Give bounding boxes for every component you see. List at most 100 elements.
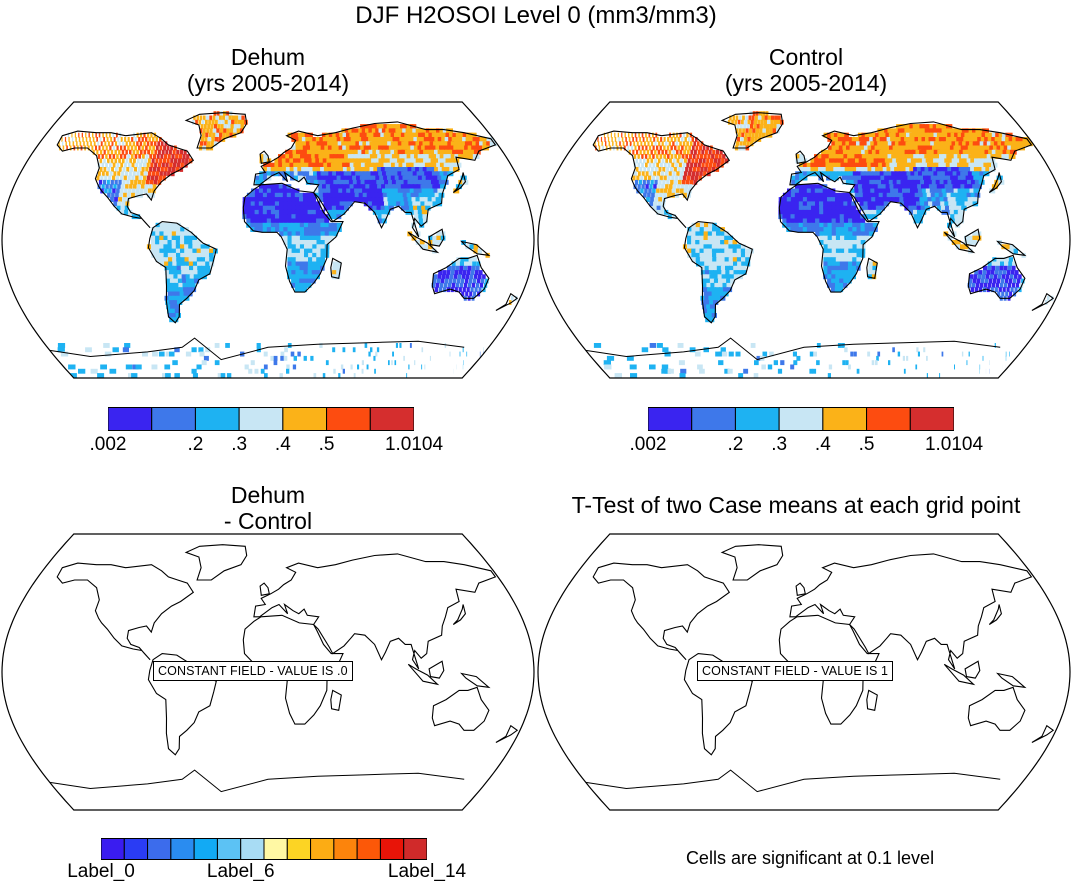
grid-cell — [741, 119, 744, 125]
grid-cell — [429, 175, 436, 181]
grid-cell — [115, 141, 118, 147]
coastline-eu — [253, 121, 497, 238]
grid-cell — [940, 141, 947, 147]
grid-cell — [995, 265, 1000, 271]
grid-cell — [341, 158, 347, 164]
grid-cell — [346, 192, 352, 198]
grid-cell — [262, 188, 268, 194]
colorbar-swatch — [734, 407, 780, 431]
grid-cell — [996, 175, 1003, 181]
grid-cell — [716, 252, 722, 258]
grid-cell — [766, 124, 770, 129]
grid-cell — [823, 222, 829, 228]
grid-cell — [1047, 295, 1050, 301]
grid-cell — [163, 240, 169, 245]
grid-cell — [622, 141, 625, 147]
grid-cell — [968, 278, 973, 284]
grid-cell — [287, 231, 293, 237]
grid-cell — [759, 111, 762, 117]
grid-cell — [74, 132, 76, 138]
grid-cell — [737, 119, 741, 125]
grid-cell — [183, 291, 189, 297]
grid-cell — [811, 227, 816, 232]
grid-cell — [287, 248, 293, 254]
grid-cell — [402, 128, 409, 134]
grid-cell — [739, 141, 743, 147]
colorbar-label: .3 — [231, 434, 248, 455]
grid-cell — [380, 167, 387, 172]
grid-cell — [125, 184, 129, 190]
colorbar-label: 1.0104 — [384, 434, 444, 455]
grid-cell — [1010, 270, 1015, 275]
grid-cell — [887, 171, 893, 177]
grid-cell — [472, 141, 479, 147]
grid-cell — [761, 115, 765, 121]
grid-cell — [790, 197, 796, 202]
coastline-ng — [460, 672, 491, 689]
grid-cell — [909, 132, 916, 138]
grid-cell — [982, 355, 984, 361]
grid-cell — [334, 192, 340, 198]
grid-cell — [692, 154, 696, 159]
grid-cell — [338, 188, 344, 194]
grid-cell — [181, 274, 187, 280]
grid-cell — [283, 218, 289, 224]
grid-cell — [897, 184, 903, 190]
grid-cell — [299, 149, 305, 155]
grid-cell — [307, 270, 313, 275]
grid-cell — [387, 141, 393, 147]
grid-cell — [100, 364, 107, 370]
grid-cell — [702, 158, 706, 164]
grid-cell — [639, 149, 642, 155]
grid-cell — [405, 171, 411, 177]
colorbar-swatch — [170, 838, 195, 860]
grid-cell — [943, 167, 950, 172]
grid-cell — [185, 270, 191, 275]
grid-cell — [327, 205, 333, 211]
grid-cell — [145, 167, 149, 172]
grid-cell — [299, 205, 305, 211]
grid-cell — [844, 235, 849, 241]
grid-cell — [124, 162, 127, 168]
grid-cell — [936, 132, 943, 138]
grid-cell — [299, 231, 305, 237]
grid-cell — [856, 235, 862, 241]
grid-cell — [291, 240, 297, 245]
grid-cell — [802, 192, 808, 198]
grid-cell — [831, 270, 836, 275]
grid-cell — [291, 261, 297, 267]
grid-cell — [926, 141, 933, 147]
grid-cell — [890, 149, 896, 155]
grid-cell — [641, 171, 645, 177]
grid-cell — [304, 158, 309, 164]
grid-cell — [110, 137, 113, 142]
grid-cell — [340, 175, 346, 181]
grid-cell — [972, 141, 980, 147]
grid-cell — [197, 274, 203, 280]
grid-cell — [810, 201, 816, 207]
grid-cell — [303, 197, 308, 202]
grid-cell — [420, 184, 427, 190]
grid-cell — [915, 149, 922, 155]
grid-cell — [422, 141, 429, 147]
grid-cell — [121, 149, 125, 155]
grid-cell — [60, 351, 69, 357]
grid-cell — [988, 158, 996, 164]
grid-cell — [614, 132, 616, 138]
grid-cell — [638, 179, 642, 185]
grid-cell — [414, 175, 420, 181]
grid-cell — [649, 171, 653, 177]
grid-cell — [929, 188, 936, 194]
grid-cell — [939, 145, 946, 151]
grid-cell — [951, 141, 958, 147]
grid-cell — [370, 347, 373, 353]
grid-cell — [482, 145, 489, 151]
grid-cell — [323, 141, 329, 147]
grid-cell — [679, 141, 682, 147]
grid-cell — [825, 154, 830, 159]
grid-cell — [132, 149, 136, 155]
grid-cell — [790, 218, 796, 224]
grid-cell — [720, 261, 726, 267]
grid-cell — [835, 257, 841, 263]
grid-cell — [148, 184, 153, 190]
